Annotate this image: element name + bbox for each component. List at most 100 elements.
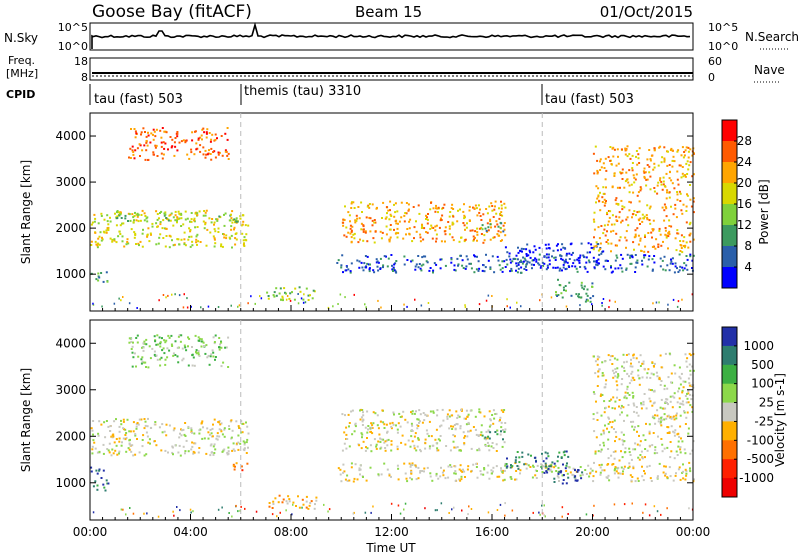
velocity-cell (612, 396, 615, 399)
power-cell (223, 224, 226, 227)
velocity-cell (191, 364, 194, 367)
power-cell (692, 211, 695, 214)
velocity-cell (272, 500, 275, 503)
velocity-cell (620, 404, 623, 407)
power-cell (481, 224, 484, 227)
velocity-cell (213, 342, 216, 345)
velocity-cell (360, 447, 363, 450)
velocity-cell (685, 360, 688, 363)
velocity-cell (380, 438, 383, 441)
power-cell (674, 207, 677, 210)
power-cell (663, 209, 666, 212)
velocity-cell (436, 409, 439, 412)
power-cell (575, 293, 578, 296)
velocity-cell (693, 478, 695, 481)
power-cell (93, 220, 96, 223)
power-cell (520, 271, 523, 274)
velocity-cell (195, 351, 197, 353)
velocity-cell (630, 379, 633, 382)
power-cell (191, 244, 194, 247)
power-cell (477, 269, 480, 272)
power-cell (468, 262, 471, 265)
velocity-cell (449, 449, 452, 452)
power-cell (162, 141, 165, 144)
power-cell (516, 271, 519, 274)
power-cell (178, 212, 181, 215)
velocity-cell (180, 434, 183, 437)
power-cell (113, 302, 116, 305)
power-cell (275, 287, 278, 290)
velocity-cell (92, 485, 95, 488)
velocity-cell (215, 437, 218, 440)
power-cell (681, 266, 684, 269)
velocity-cell (115, 438, 118, 440)
power-cell (213, 221, 216, 224)
power-cell (585, 298, 588, 301)
power-cell (235, 220, 238, 223)
power-colorbar-swatch (722, 120, 737, 142)
velocity-cell (574, 479, 577, 482)
velocity-cell (462, 468, 464, 471)
velocity-cell (165, 434, 168, 437)
power-cell (603, 198, 606, 201)
velocity-cell (632, 396, 635, 399)
velocity-cell (222, 449, 225, 452)
power-cell (534, 248, 537, 251)
velocity-cell (538, 511, 540, 514)
power-cell (613, 172, 616, 175)
power-cell (206, 153, 209, 156)
power-cell (228, 219, 231, 222)
power-cell (183, 293, 185, 296)
power-colorbar-swatch (722, 267, 737, 289)
velocity-cell (680, 437, 682, 440)
power-cell (349, 270, 352, 273)
velocity-cell (417, 477, 420, 480)
power-cell (606, 239, 609, 241)
power-cell (377, 299, 379, 302)
velocity-cell (681, 440, 684, 443)
power-cell (126, 238, 129, 241)
velocity-cell (621, 443, 624, 446)
velocity-cell (666, 507, 668, 510)
power-cell (579, 266, 582, 268)
velocity-cell (370, 426, 373, 429)
velocity-cell (390, 443, 393, 446)
power-cell (602, 162, 605, 165)
velocity-cell (446, 417, 449, 420)
power-cell (168, 214, 171, 217)
velocity-cell (463, 442, 466, 445)
power-cell (275, 294, 278, 297)
power-cell (655, 238, 658, 241)
power-cell (309, 294, 311, 297)
power-cell (393, 228, 395, 231)
velocity-cell (343, 431, 346, 434)
velocity-cell (623, 465, 626, 468)
power-cell (560, 248, 563, 251)
power-cell (339, 293, 342, 296)
power-cell (346, 265, 348, 268)
velocity-cell (149, 357, 152, 360)
velocity-cell (499, 433, 502, 436)
velocity-cell (128, 430, 131, 433)
power-cell (394, 202, 397, 205)
power-cell (581, 286, 584, 289)
power-cell (637, 157, 640, 160)
velocity-cell (490, 445, 493, 448)
power-cell (126, 241, 129, 243)
velocity-cell (465, 409, 468, 412)
power-cell (134, 149, 137, 152)
velocity-cell (98, 468, 101, 471)
velocity-cell (430, 435, 433, 438)
power-cell (395, 260, 398, 262)
power-cell (623, 186, 626, 189)
power-cell (143, 219, 146, 222)
velocity-cell (201, 420, 204, 423)
velocity-cell (176, 506, 178, 508)
power-cell (683, 267, 686, 270)
power-cell (165, 296, 167, 299)
power-cell (393, 203, 395, 206)
power-cell (90, 223, 93, 226)
power-cell (582, 254, 585, 257)
velocity-cell (133, 352, 136, 355)
velocity-cell (665, 417, 668, 420)
